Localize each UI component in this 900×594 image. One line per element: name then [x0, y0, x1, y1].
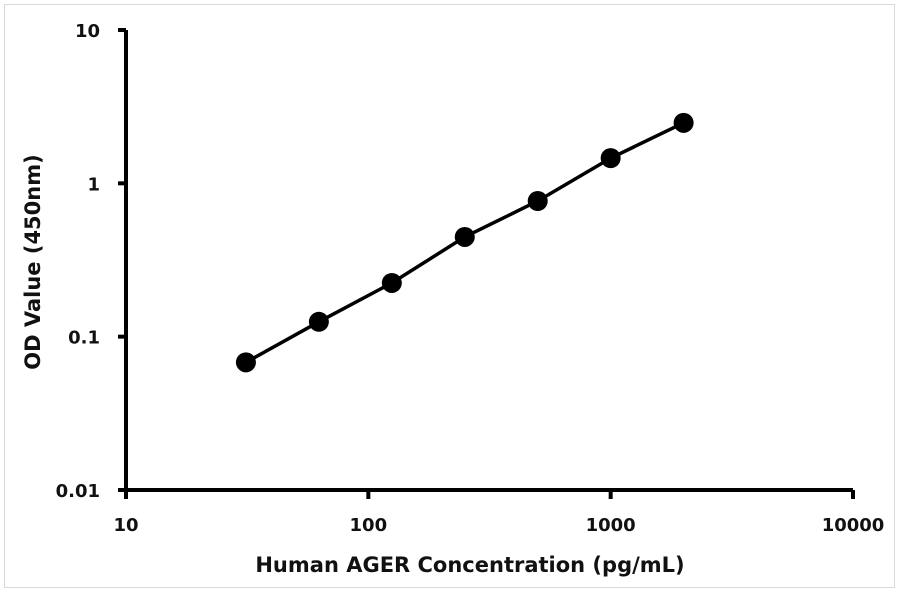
data-point-marker: [308, 311, 329, 332]
x-tick-label: 100: [350, 515, 388, 536]
data-point-marker: [600, 148, 621, 169]
data-series: [235, 112, 694, 373]
x-tick-label: 10: [113, 515, 138, 536]
y-tick-label: 10: [75, 21, 100, 42]
y-tick-label: 0.01: [56, 481, 100, 502]
axes: [124, 30, 853, 492]
x-axis-ticks: 10 100 1000 10000: [113, 490, 884, 536]
y-axis-ticks: 0.01 0.1 1 10: [56, 21, 126, 502]
y-tick-label: 0.1: [68, 328, 100, 349]
y-axis-title: OD Value (450nm): [21, 154, 45, 369]
x-tick-label: 1000: [586, 515, 636, 536]
data-point-marker: [673, 112, 694, 133]
y-tick-label: 1: [87, 174, 100, 195]
data-point-marker: [235, 352, 256, 373]
x-tick-label: 10000: [822, 515, 885, 536]
data-point-marker: [454, 226, 475, 247]
x-axis-title: Human AGER Concentration (pg/mL): [255, 553, 684, 577]
data-point-marker: [381, 272, 402, 293]
data-point-marker: [527, 190, 548, 211]
